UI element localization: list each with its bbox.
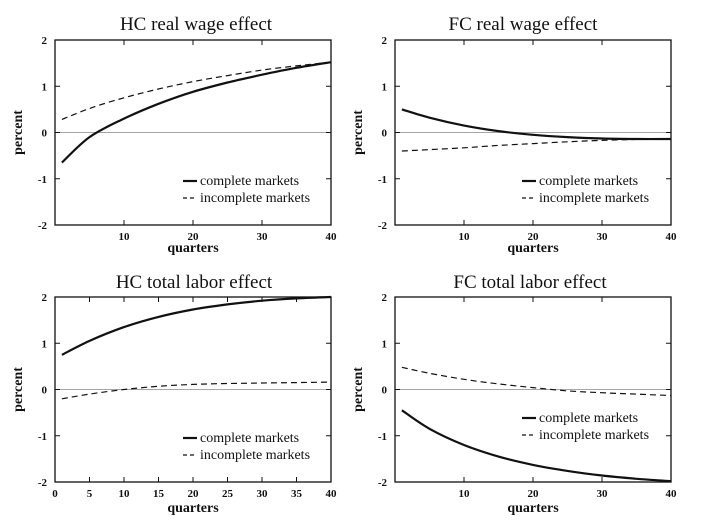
y-tick-label: 1: [42, 81, 48, 93]
y-tick-label: 0: [42, 128, 48, 140]
chart-panel-2: FC real wage effect -2 -1 0 1 2 10 20 30 40 quarte…: [351, 14, 677, 256]
chart-title: FC real wage effect: [449, 14, 599, 35]
legend-label: complete markets: [200, 431, 299, 446]
series-line-complete-markets: [61, 295, 332, 356]
x-tick-label: 35: [291, 488, 303, 500]
series-line-incomplete-markets: [401, 138, 672, 152]
chart-title: HC real wage effect: [120, 14, 273, 35]
chart-title: FC total labor effect: [453, 272, 607, 293]
legend: complete markets incomplete markets: [183, 174, 310, 206]
legend: complete markets incomplete markets: [522, 411, 649, 443]
x-tick-label: 0: [52, 488, 58, 500]
y-tick-label: 1: [42, 338, 48, 350]
series-line-complete-markets: [61, 61, 332, 164]
y-tick-label: 2: [42, 292, 48, 304]
y-tick-label: 2: [382, 35, 388, 47]
x-tick-label: 10: [119, 231, 131, 243]
y-tick-label: 0: [42, 385, 48, 397]
x-tick-label: 10: [459, 231, 471, 243]
x-tick-label: 20: [528, 231, 540, 243]
y-tick-label: 2: [42, 35, 48, 47]
legend: complete markets incomplete markets: [522, 174, 649, 206]
legend-label: complete markets: [539, 174, 638, 189]
x-tick-label: 40: [666, 488, 678, 500]
x-tick-label: 40: [666, 231, 678, 243]
x-tick-label: 20: [528, 488, 540, 500]
x-axis-label: quarters: [167, 241, 219, 256]
y-axis-label: percent: [11, 367, 26, 412]
x-tick-label: 10: [459, 488, 471, 500]
x-tick-label: 30: [257, 231, 269, 243]
series-line-complete-markets: [401, 409, 672, 483]
y-axis-label: percent: [11, 110, 26, 155]
x-tick-label: 10: [119, 488, 131, 500]
y-tick-label: -1: [378, 174, 387, 186]
y-tick-label: -2: [38, 220, 48, 232]
legend: complete markets incomplete markets: [183, 431, 310, 463]
series-line-complete-markets: [401, 108, 672, 141]
x-tick-label: 20: [188, 231, 200, 243]
x-axis-label: quarters: [507, 241, 559, 256]
x-tick-label: 25: [222, 488, 234, 500]
series-line-incomplete-markets: [61, 381, 332, 400]
chart-title: HC total labor effect: [116, 272, 273, 293]
x-tick-label: 30: [597, 488, 609, 500]
x-axis-label: quarters: [167, 501, 219, 516]
x-tick-label: 30: [597, 231, 609, 243]
x-tick-label: 40: [326, 488, 338, 500]
y-tick-label: -1: [378, 431, 387, 443]
series-line-incomplete-markets: [401, 366, 672, 397]
legend-label: complete markets: [200, 174, 299, 189]
legend-label: incomplete markets: [200, 191, 310, 206]
x-tick-label: 5: [87, 488, 93, 500]
y-tick-label: -1: [38, 174, 47, 186]
legend-label: incomplete markets: [200, 448, 310, 463]
y-tick-label: 0: [382, 128, 388, 140]
x-tick-label: 40: [326, 231, 338, 243]
y-tick-label: -1: [38, 431, 47, 443]
x-tick-label: 30: [257, 488, 269, 500]
series-line-incomplete-markets: [61, 61, 332, 121]
legend-label: incomplete markets: [539, 191, 649, 206]
x-axis-label: quarters: [507, 501, 559, 516]
y-tick-label: 0: [382, 385, 388, 397]
legend-label: incomplete markets: [539, 428, 649, 443]
legend-label: complete markets: [539, 411, 638, 426]
y-tick-label: -2: [378, 477, 388, 489]
y-tick-label: 2: [382, 292, 388, 304]
x-tick-label: 20: [188, 488, 200, 500]
y-axis-label: percent: [351, 110, 366, 155]
y-axis-label: percent: [351, 367, 366, 412]
chart-panel-4: FC total labor effect -2 -1 0 1 2 10 20 30 40 quar…: [351, 272, 677, 516]
chart-panel-1: HC real wage effect -2 -1 0 1 2 10 20 30 40 quarte…: [11, 14, 337, 256]
y-tick-label: -2: [38, 477, 48, 489]
x-tick-label: 15: [153, 488, 165, 500]
y-tick-label: 1: [382, 338, 388, 350]
y-tick-label: -2: [378, 220, 388, 232]
y-tick-label: 1: [382, 81, 388, 93]
